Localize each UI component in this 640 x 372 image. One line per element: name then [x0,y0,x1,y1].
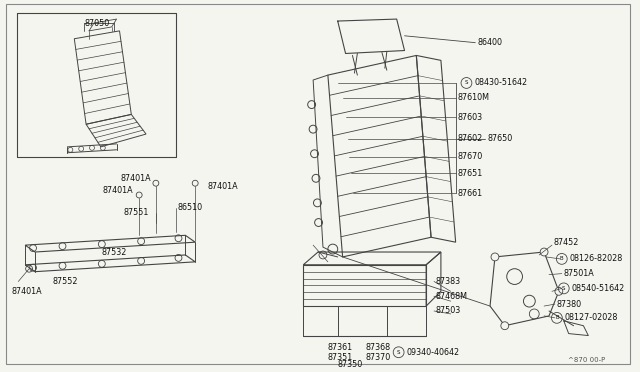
Text: 87603: 87603 [458,113,483,122]
Text: 87350: 87350 [338,360,363,369]
Text: 87383: 87383 [436,277,461,286]
Text: 87401A: 87401A [120,174,151,183]
Text: 08540-51642: 08540-51642 [572,284,625,293]
Text: S: S [397,350,401,355]
Text: 87351: 87351 [328,353,353,362]
Text: 87610M: 87610M [458,93,490,102]
Text: 87401A: 87401A [102,186,133,195]
Text: 87401A: 87401A [12,287,42,296]
Text: 87368: 87368 [365,343,390,352]
Circle shape [540,248,548,256]
Text: 87503: 87503 [436,307,461,315]
Text: 87650: 87650 [487,135,513,144]
Text: 08430-51642: 08430-51642 [474,78,527,87]
Text: 87552: 87552 [52,277,78,286]
Text: 86400: 86400 [477,38,502,47]
Text: 87551: 87551 [124,208,149,217]
Text: 09340-40642: 09340-40642 [406,348,460,357]
Text: 87370: 87370 [365,353,390,362]
Text: 87452: 87452 [554,238,579,247]
Text: 87661: 87661 [458,189,483,198]
Text: B: B [555,315,559,320]
Circle shape [555,288,563,295]
Text: 87532: 87532 [102,247,127,257]
Text: S: S [465,80,468,86]
Text: 87401A: 87401A [208,182,239,191]
Circle shape [491,253,499,261]
Text: 87670: 87670 [458,152,483,161]
Text: 87050: 87050 [84,19,109,28]
Text: 87651: 87651 [458,169,483,178]
Text: S: S [562,286,566,291]
Text: 08127-02028: 08127-02028 [564,313,618,323]
Text: 87380: 87380 [557,299,582,309]
Text: 87602: 87602 [458,135,483,144]
Text: 86510: 86510 [177,203,203,212]
Text: ^870 00-P: ^870 00-P [568,357,605,363]
Text: 08126-82028: 08126-82028 [570,254,623,263]
Text: 87468M: 87468M [436,292,468,301]
Circle shape [501,322,509,330]
Text: 87361: 87361 [328,343,353,352]
Text: 87501A: 87501A [564,269,595,278]
Text: B: B [560,256,564,262]
